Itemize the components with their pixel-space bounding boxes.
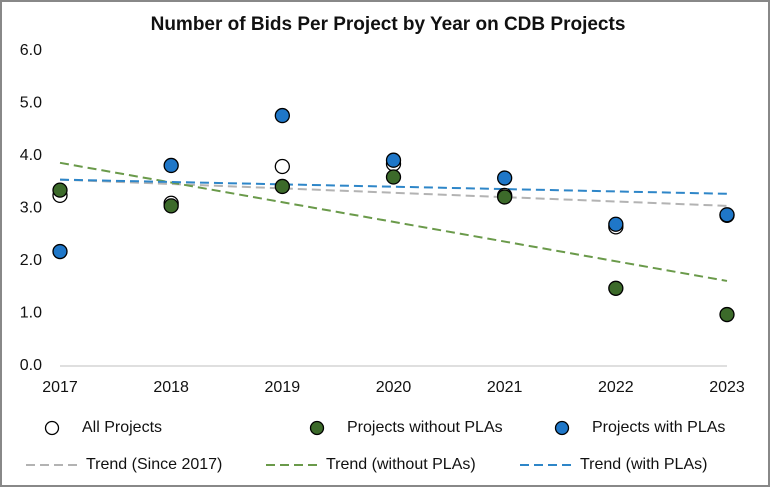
point xyxy=(163,157,179,174)
x-tick-label: 2023 xyxy=(709,379,745,396)
point xyxy=(52,182,68,198)
x-tick-label: 2017 xyxy=(42,379,78,396)
point xyxy=(385,169,402,185)
legend-marker xyxy=(44,420,60,436)
x-tick-label: 2018 xyxy=(153,379,189,396)
point xyxy=(719,306,735,323)
x-tick-label: 2020 xyxy=(376,379,412,396)
y-tick-label: 4.0 xyxy=(20,147,42,164)
point xyxy=(719,207,735,223)
y-tick-label: 5.0 xyxy=(20,95,42,112)
chart-title: Number of Bids Per Project by Year on CD… xyxy=(151,14,626,35)
legend-label: Projects with PLAs xyxy=(592,419,725,436)
y-tick-label: 2.0 xyxy=(20,252,42,269)
point xyxy=(274,178,290,195)
legend-marker xyxy=(554,420,570,436)
legend-label: Trend (Since 2017) xyxy=(86,456,222,473)
y-tick-label: 1.0 xyxy=(20,305,42,322)
point xyxy=(497,170,513,186)
x-tick-label: 2019 xyxy=(265,379,301,396)
point xyxy=(497,189,513,205)
point xyxy=(274,158,290,175)
point xyxy=(608,216,624,232)
legend-label: Trend (with PLAs) xyxy=(580,456,707,473)
x-tick-label: 2021 xyxy=(487,379,523,396)
point xyxy=(163,198,179,214)
legend-label: All Projects xyxy=(82,419,162,436)
point xyxy=(608,280,624,296)
y-tick-label: 0.0 xyxy=(20,357,42,374)
legend-marker xyxy=(309,420,325,436)
legend-label: Projects without PLAs xyxy=(347,419,503,436)
point xyxy=(52,243,68,260)
point xyxy=(385,152,402,168)
point xyxy=(274,107,290,124)
x-tick-label: 2022 xyxy=(598,379,634,396)
legend-label: Trend (without PLAs) xyxy=(326,456,476,473)
y-tick-label: 6.0 xyxy=(20,42,42,59)
trend-line xyxy=(59,161,728,282)
y-tick-label: 3.0 xyxy=(20,200,42,217)
